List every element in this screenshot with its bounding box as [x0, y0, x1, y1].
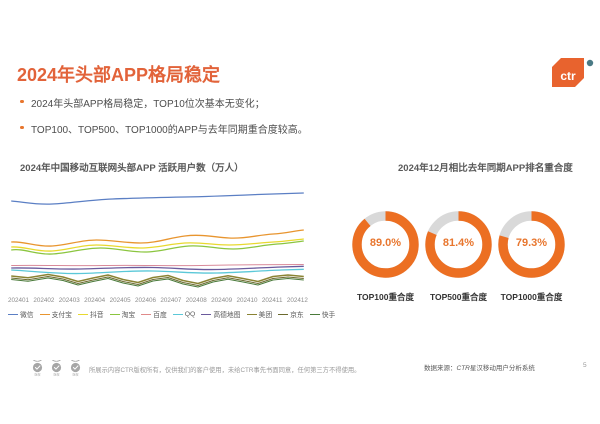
svg-text:版权: 版权: [72, 372, 78, 377]
svg-text:ctr: ctr: [560, 69, 576, 83]
svg-text:版权: 版权: [53, 372, 59, 377]
svg-text:版权: 版权: [34, 372, 40, 377]
